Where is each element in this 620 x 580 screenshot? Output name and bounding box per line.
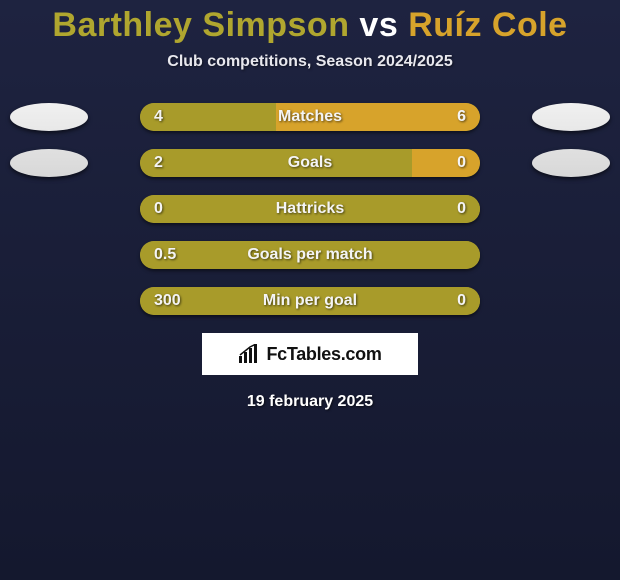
chart-icon	[238, 344, 260, 364]
stat-value-right: 0	[457, 149, 466, 177]
stat-row: 4Matches6	[0, 103, 620, 131]
stat-bar: 4Matches6	[140, 103, 480, 131]
stat-bar: 300Min per goal0	[140, 287, 480, 315]
stat-bar: 2Goals0	[140, 149, 480, 177]
stat-row: 2Goals0	[0, 149, 620, 177]
stat-label: Matches	[140, 103, 480, 131]
stat-value-right: 0	[457, 287, 466, 315]
brand-badge[interactable]: FcTables.com	[202, 333, 418, 375]
comparison-card: Barthley Simpson vs Ruíz Cole Club compe…	[0, 0, 620, 580]
player-left-name: Barthley Simpson	[52, 6, 349, 44]
brand-text: FcTables.com	[266, 344, 381, 365]
flag-right	[532, 103, 610, 131]
stat-row: 300Min per goal0	[0, 287, 620, 315]
stat-label: Goals per match	[140, 241, 480, 269]
flag-right	[532, 149, 610, 177]
page-title: Barthley Simpson vs Ruíz Cole	[0, 0, 620, 45]
stat-bar: 0Hattricks0	[140, 195, 480, 223]
stat-label: Goals	[140, 149, 480, 177]
vs-separator: vs	[359, 6, 398, 44]
flag-left	[10, 149, 88, 177]
stat-bar: 0.5Goals per match	[140, 241, 480, 269]
stat-label: Min per goal	[140, 287, 480, 315]
date-text: 19 february 2025	[0, 393, 620, 411]
flag-left	[10, 103, 88, 131]
stat-label: Hattricks	[140, 195, 480, 223]
subtitle: Club competitions, Season 2024/2025	[0, 53, 620, 71]
stat-value-right: 0	[457, 195, 466, 223]
player-right-name: Ruíz Cole	[408, 6, 567, 44]
stat-row: 0.5Goals per match	[0, 241, 620, 269]
stat-rows: 4Matches62Goals00Hattricks00.5Goals per …	[0, 103, 620, 315]
stat-row: 0Hattricks0	[0, 195, 620, 223]
stat-value-right: 6	[457, 103, 466, 131]
